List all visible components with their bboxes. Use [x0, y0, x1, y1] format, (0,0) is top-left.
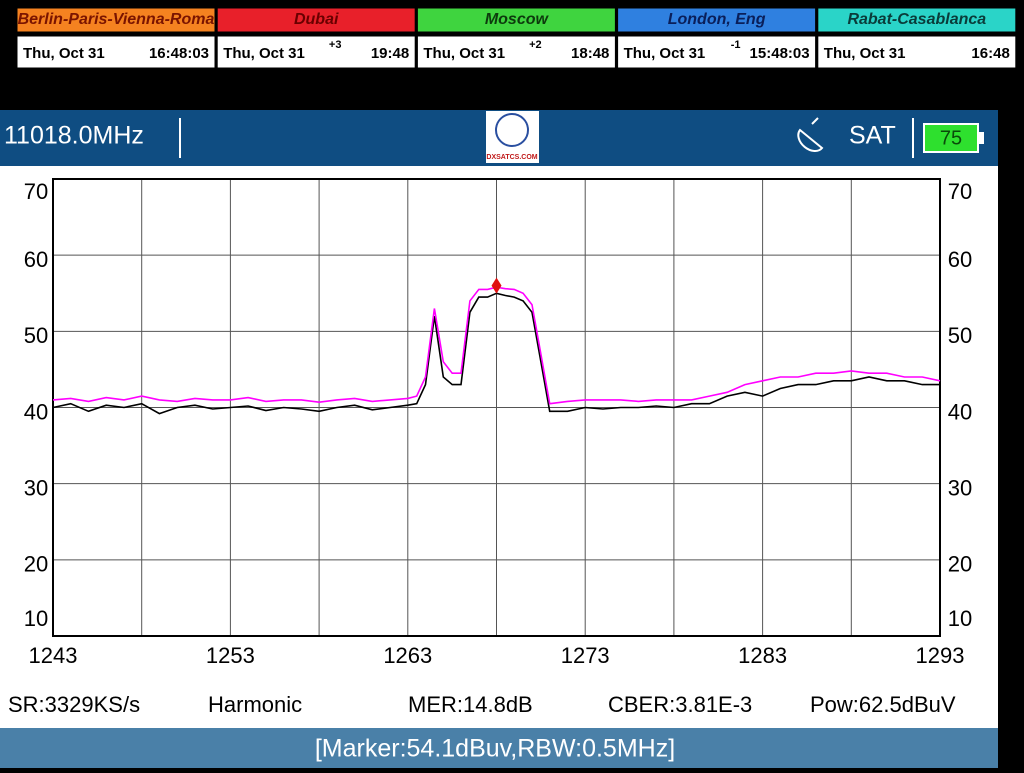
y-tick-label: 70: [24, 179, 48, 204]
status-item: MER:14.8dB: [408, 692, 533, 717]
clock-time: 18:48: [571, 45, 609, 62]
clock-time: 16:48:03: [149, 45, 209, 62]
clock-offset: +2: [529, 39, 542, 51]
status-item: SR:3329KS/s: [8, 692, 140, 717]
x-tick-label: 1283: [738, 643, 787, 668]
clock-city: Rabat-Casablanca: [847, 11, 986, 28]
frequency: 11018.0MHz: [4, 122, 144, 150]
spectrum-trace: [52, 286, 941, 405]
clock-body: [416, 35, 616, 69]
x-tick-label: 1293: [916, 643, 965, 668]
status-item: Harmonic: [208, 692, 302, 717]
y-tick-label: 30: [948, 475, 972, 500]
x-tick-label: 1263: [383, 643, 432, 668]
chart-area: [0, 166, 998, 728]
clock-date: Thu, Oct 31: [223, 45, 305, 62]
clock-body: [16, 35, 216, 69]
marker: [491, 277, 502, 294]
clock-time: 16:48: [971, 45, 1009, 62]
y-tick-label: 30: [24, 475, 48, 500]
clock-body: [617, 35, 817, 69]
y-tick-label: 10: [948, 606, 972, 631]
y-tick-label: 60: [948, 247, 972, 272]
logo-text: DXSATCS.COM: [486, 154, 537, 161]
y-tick-label: 40: [24, 399, 48, 424]
clock-time: 19:48: [371, 45, 409, 62]
clock-header: [16, 7, 216, 33]
clock-city: Moscow: [485, 11, 550, 28]
x-tick-label: 1243: [29, 643, 78, 668]
battery: [923, 123, 979, 153]
clock-offset: +3: [329, 39, 342, 51]
clock-body: [817, 35, 1017, 69]
y-tick-label: 50: [948, 323, 972, 348]
clock-header: [617, 7, 817, 33]
status-item: Pow:62.5dBuV: [810, 692, 956, 717]
y-tick-label: 50: [24, 323, 48, 348]
dish-icon: [797, 117, 824, 152]
battery-level: 75: [940, 127, 962, 149]
y-tick-label: 40: [948, 399, 972, 424]
clock-header: [416, 7, 616, 33]
clock-header: [817, 7, 1017, 33]
footer-bar: [0, 728, 998, 768]
clock-body: [216, 35, 416, 69]
status-item: CBER:3.81E-3: [608, 692, 752, 717]
y-tick-label: 70: [948, 179, 972, 204]
x-tick-label: 1253: [206, 643, 255, 668]
y-tick-label: 20: [948, 552, 972, 577]
battery-tip: [979, 132, 984, 144]
marker-info: [Marker:54.1dBuv,RBW:0.5MHz]: [315, 735, 675, 763]
clock-city: Dubai: [294, 11, 339, 28]
mode: SAT: [849, 122, 896, 150]
clock-date: Thu, Oct 31: [624, 45, 706, 62]
y-tick-label: 20: [24, 552, 48, 577]
clock-date: Thu, Oct 31: [423, 45, 505, 62]
spectrum-trace: [52, 292, 940, 415]
clock-date: Thu, Oct 31: [824, 45, 906, 62]
clock-city: London, Eng: [668, 11, 766, 28]
clock-offset: -1: [731, 39, 741, 51]
clock-header: [216, 7, 416, 33]
clock-date: Thu, Oct 31: [23, 45, 105, 62]
y-tick-label: 60: [24, 247, 48, 272]
clock-time: 15:48:03: [750, 45, 810, 62]
x-tick-label: 1273: [561, 643, 610, 668]
logo-box: [486, 111, 539, 163]
clock-city: Berlin-Paris-Vienna-Roma: [18, 11, 215, 28]
y-tick-label: 10: [24, 606, 48, 631]
logo-icon: [495, 113, 529, 147]
